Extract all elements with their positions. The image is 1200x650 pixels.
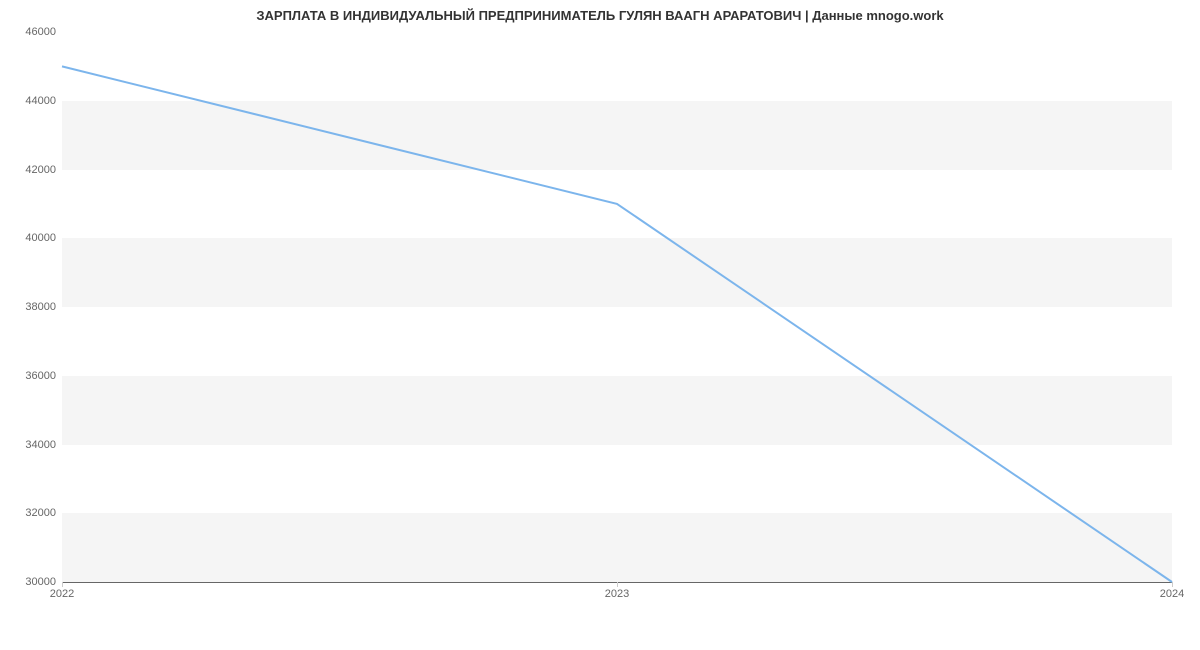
y-tick-label: 32000 [25, 507, 56, 519]
y-tick-label: 36000 [25, 370, 56, 382]
chart-title: ЗАРПЛАТА В ИНДИВИДУАЛЬНЫЙ ПРЕДПРИНИМАТЕЛ… [0, 8, 1200, 23]
salary-line-chart: ЗАРПЛАТА В ИНДИВИДУАЛЬНЫЙ ПРЕДПРИНИМАТЕЛ… [0, 0, 1200, 650]
series-line [62, 66, 1172, 582]
y-tick-label: 40000 [25, 232, 56, 244]
y-tick-label: 46000 [25, 26, 56, 38]
y-tick-label: 42000 [25, 164, 56, 176]
x-tick-mark [1172, 582, 1173, 587]
line-layer [62, 32, 1172, 582]
x-tick-label: 2022 [50, 588, 74, 600]
y-tick-label: 44000 [25, 95, 56, 107]
x-tick-label: 2023 [605, 588, 629, 600]
y-tick-label: 30000 [25, 576, 56, 588]
plot-area: 3000032000340003600038000400004200044000… [62, 32, 1172, 583]
x-tick-mark [62, 582, 63, 587]
x-tick-mark [617, 582, 618, 587]
x-tick-label: 2024 [1160, 588, 1184, 600]
y-tick-label: 34000 [25, 439, 56, 451]
y-tick-label: 38000 [25, 301, 56, 313]
